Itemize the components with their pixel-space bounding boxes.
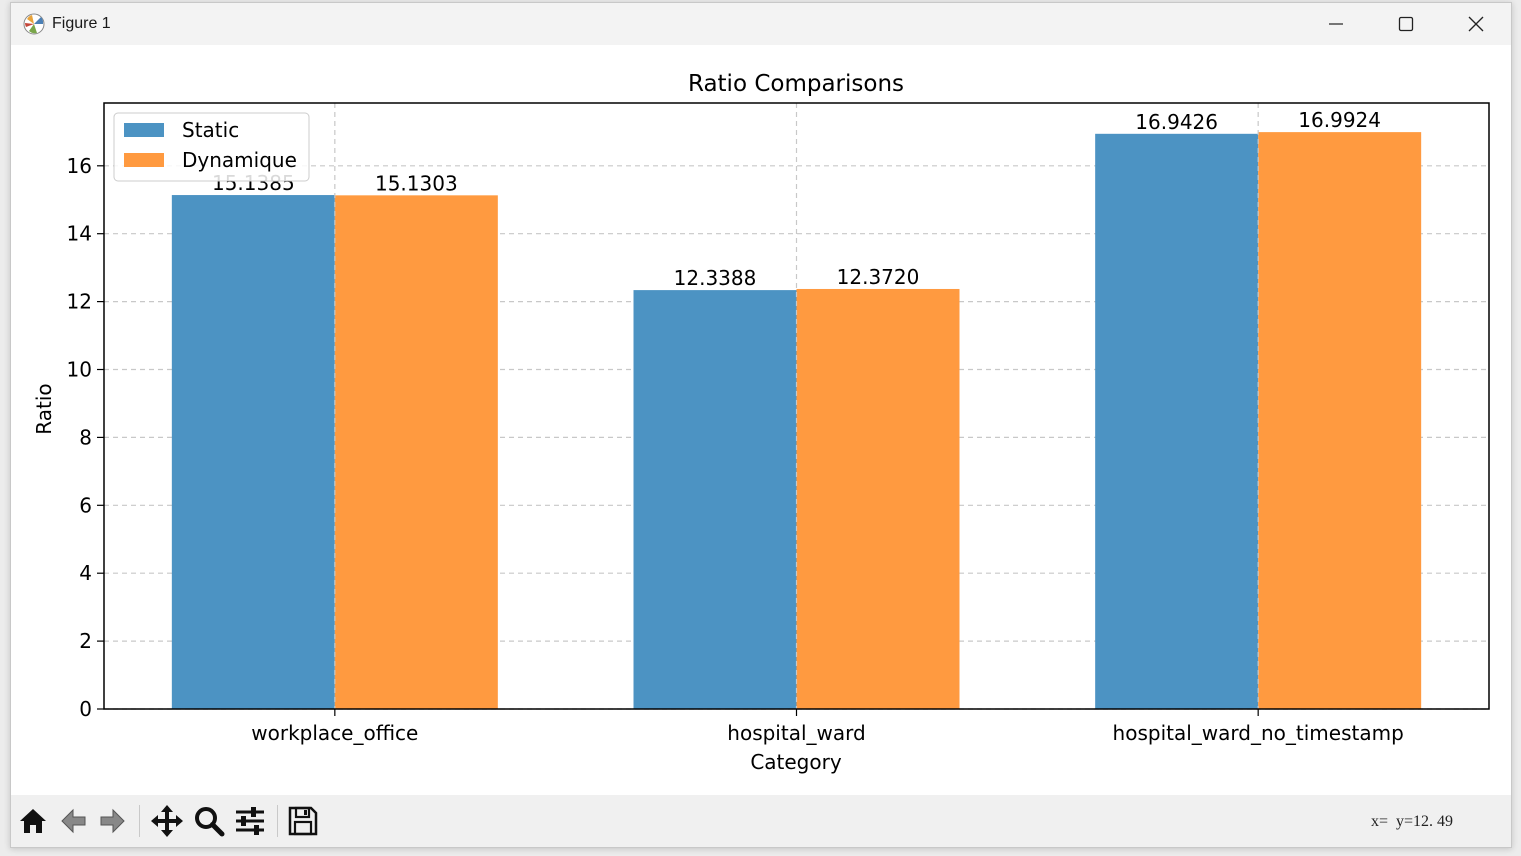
bar-dynamique-workplace_office xyxy=(334,195,498,710)
legend: Static Dynamique xyxy=(113,112,310,182)
y-tick-label: 4 xyxy=(79,561,92,585)
title-bar[interactable]: Figure 1 xyxy=(11,3,1511,45)
bar-value-label: 12.3720 xyxy=(837,265,920,289)
bar-value-label: 16.9924 xyxy=(1298,108,1381,132)
navigation-toolbar: x= y=12. 49 xyxy=(11,795,1511,847)
toolbar-separator xyxy=(139,805,140,837)
home-icon xyxy=(20,809,46,833)
y-axis-ticks: 0 2 4 6 8 10 12 14 16 xyxy=(67,154,104,721)
close-icon xyxy=(1468,16,1484,32)
bars xyxy=(171,132,1422,710)
configure-subplots-button[interactable] xyxy=(232,803,268,839)
sliders-icon xyxy=(236,807,264,835)
arrow-left-icon xyxy=(61,808,86,834)
maximize-button[interactable] xyxy=(1371,3,1441,45)
toolbar-separator xyxy=(277,805,278,837)
zoom-button[interactable] xyxy=(191,803,227,839)
move-icon xyxy=(151,805,183,837)
save-button[interactable] xyxy=(285,803,321,839)
bar-static-hospital_ward_no_timestamp xyxy=(1095,133,1259,709)
back-button[interactable] xyxy=(55,803,91,839)
save-icon xyxy=(288,806,318,836)
forward-button[interactable] xyxy=(95,803,131,839)
bar-value-label: 12.3388 xyxy=(674,266,757,290)
x-tick-label: hospital_ward xyxy=(727,721,865,745)
legend-swatch-static xyxy=(124,123,164,137)
y-tick-label: 10 xyxy=(67,358,92,382)
bar-dynamique-hospital_ward xyxy=(796,288,960,709)
y-tick-label: 8 xyxy=(79,425,92,449)
y-tick-label: 2 xyxy=(79,629,92,653)
x-tick-label: hospital_ward_no_timestamp xyxy=(1113,721,1404,745)
cursor-coordinates: x= y=12. 49 xyxy=(1371,813,1454,830)
y-tick-label: 0 xyxy=(79,697,92,721)
y-axis-label: Ratio xyxy=(32,383,56,434)
bar-static-workplace_office xyxy=(171,195,335,709)
arrow-right-icon xyxy=(100,808,125,834)
maximize-icon xyxy=(1398,16,1414,32)
minimize-icon xyxy=(1329,23,1343,25)
bar-static-hospital_ward xyxy=(633,290,797,709)
close-button[interactable] xyxy=(1441,3,1511,45)
figure-window: Figure 1 Ratio Comparisons 15.1385 15.130… xyxy=(10,2,1512,848)
pan-button[interactable] xyxy=(149,803,185,839)
figure-canvas[interactable]: Ratio Comparisons 15.1385 15.1303 12.3388 1… xyxy=(11,45,1511,795)
chart-title: Ratio Comparisons xyxy=(688,71,904,97)
bar-value-label: 16.9426 xyxy=(1135,110,1218,134)
legend-label-dynamique: Dynamique xyxy=(182,148,297,172)
y-tick-label: 6 xyxy=(79,493,92,517)
legend-label-static: Static xyxy=(182,118,239,142)
bar-dynamique-hospital_ward_no_timestamp xyxy=(1258,132,1422,709)
legend-swatch-dynamique xyxy=(124,153,164,167)
x-tick-label: workplace_office xyxy=(251,721,418,745)
y-tick-label: 14 xyxy=(67,222,92,246)
search-icon xyxy=(195,807,225,837)
x-axis-label: Category xyxy=(750,750,842,774)
window-title: Figure 1 xyxy=(52,15,111,32)
minimize-button[interactable] xyxy=(1301,3,1371,45)
bar-value-label: 15.1303 xyxy=(375,171,458,195)
matplotlib-icon xyxy=(23,13,45,35)
x-axis-ticks: workplace_office hospital_ward hospital_wa… xyxy=(251,709,1404,745)
y-tick-label: 12 xyxy=(67,290,92,314)
y-tick-label: 16 xyxy=(67,154,92,178)
home-button[interactable] xyxy=(15,803,51,839)
